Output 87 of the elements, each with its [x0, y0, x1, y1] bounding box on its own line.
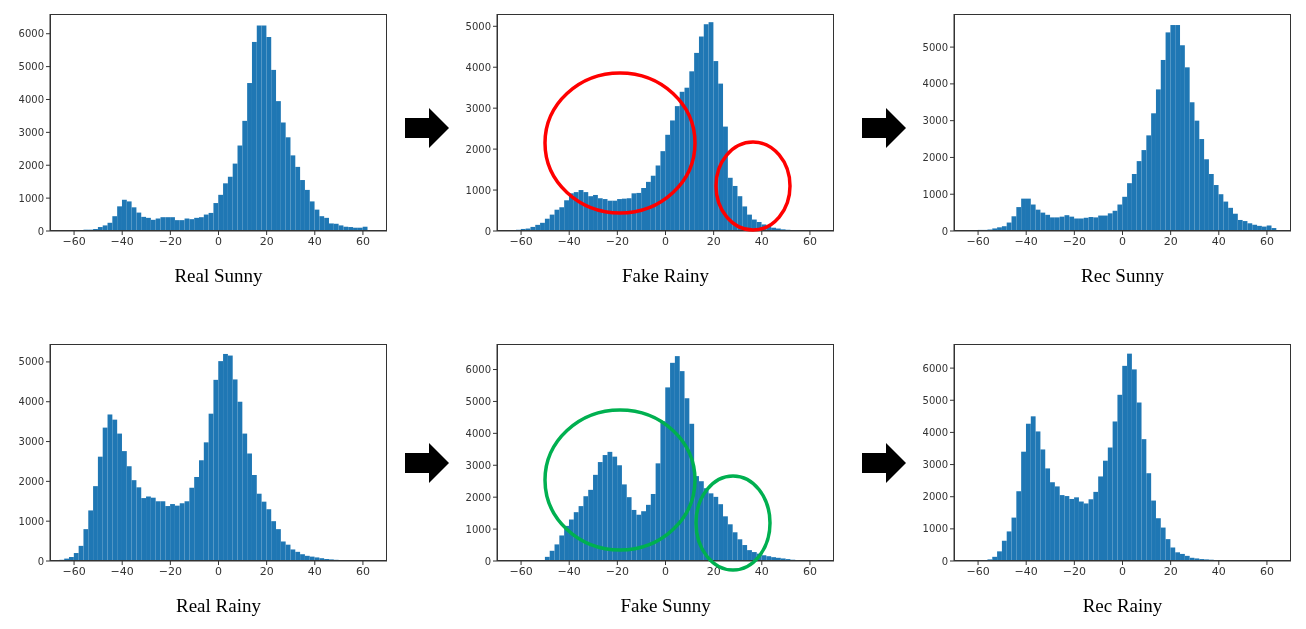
y-tick-label: 2000 — [922, 151, 948, 163]
x-tick-label: −60 — [966, 234, 990, 248]
x-tick-label: 20 — [706, 564, 721, 578]
x-axis-title: Fake Rainy — [620, 265, 711, 287]
x-tick-label: −20 — [158, 234, 182, 248]
x-tick-label: 60 — [802, 234, 817, 248]
y-tick-label: 5000 — [18, 356, 44, 368]
x-tick-label: 0 — [215, 564, 222, 578]
x-tick-label: 60 — [355, 234, 370, 248]
y-tick-label: 1000 — [922, 188, 948, 200]
x-tick-label: 20 — [259, 234, 274, 248]
y-tick-label: 4000 — [18, 396, 44, 408]
y-tick-label: 2000 — [922, 491, 948, 503]
x-tick-label: −20 — [1062, 234, 1086, 248]
x-tick-label: 0 — [662, 234, 669, 248]
y-tick-label: 5000 — [465, 395, 491, 407]
y-tick-label: 5000 — [465, 20, 491, 32]
x-tick-label: 60 — [355, 564, 370, 578]
y-tick-label: 3000 — [922, 459, 948, 471]
y-tick-label: 0 — [37, 555, 44, 567]
x-axis-title: Rec Rainy — [1081, 595, 1164, 617]
x-tick-label: 20 — [1163, 234, 1178, 248]
y-tick-label: 3000 — [465, 459, 491, 471]
x-tick-label: 0 — [215, 234, 222, 248]
y-tick-label: 4000 — [922, 426, 948, 438]
x-tick-label: −40 — [557, 234, 581, 248]
x-tick-label: 40 — [754, 234, 769, 248]
x-tick-label: 20 — [1163, 564, 1178, 578]
y-tick-label: 1000 — [18, 192, 44, 204]
x-tick-label: 20 — [259, 564, 274, 578]
x-tick-label: −60 — [62, 564, 86, 578]
y-tick-label: 4000 — [465, 61, 491, 73]
x-tick-label: −40 — [110, 234, 134, 248]
y-tick-label: 2000 — [18, 159, 44, 171]
x-axis-title: Real Sunny — [173, 265, 264, 287]
y-tick-label: 1000 — [18, 515, 44, 527]
x-tick-label: −60 — [509, 564, 533, 578]
x-tick-label: −20 — [1062, 564, 1086, 578]
x-tick-label: 40 — [1211, 564, 1226, 578]
y-tick-label: 4000 — [465, 427, 491, 439]
x-tick-label: −60 — [966, 564, 990, 578]
x-tick-label: 60 — [1259, 234, 1274, 248]
y-tick-label: 0 — [941, 225, 948, 237]
x-tick-label: 60 — [802, 564, 817, 578]
x-tick-label: 40 — [307, 234, 322, 248]
x-tick-label: −60 — [509, 234, 533, 248]
y-tick-label: 6000 — [18, 28, 44, 40]
y-tick-label: 1000 — [465, 523, 491, 535]
y-tick-label: 1000 — [922, 523, 948, 535]
y-tick-label: 3000 — [922, 115, 948, 127]
y-tick-label: 6000 — [465, 364, 491, 376]
x-tick-label: −20 — [605, 564, 629, 578]
x-tick-label: −40 — [557, 564, 581, 578]
y-tick-label: 0 — [37, 225, 44, 237]
y-tick-label: 5000 — [922, 394, 948, 406]
x-tick-label: 40 — [1211, 234, 1226, 248]
x-tick-label: −20 — [158, 564, 182, 578]
x-axis-title: Real Rainy — [175, 595, 262, 617]
y-tick-label: 3000 — [465, 102, 491, 114]
y-tick-label: 2000 — [465, 143, 491, 155]
x-tick-label: −40 — [110, 564, 134, 578]
y-tick-label: 4000 — [18, 94, 44, 106]
x-tick-label: 60 — [1259, 564, 1274, 578]
x-tick-label: −20 — [605, 234, 629, 248]
y-tick-label: 4000 — [922, 78, 948, 90]
y-tick-label: 6000 — [922, 362, 948, 374]
y-tick-label: 0 — [941, 555, 948, 567]
x-tick-label: 0 — [1119, 564, 1126, 578]
x-tick-label: −40 — [1014, 564, 1038, 578]
x-tick-label: 40 — [307, 564, 322, 578]
y-tick-label: 3000 — [18, 436, 44, 448]
y-tick-label: 2000 — [465, 491, 491, 503]
y-tick-label: 5000 — [18, 61, 44, 73]
x-tick-label: 0 — [662, 564, 669, 578]
x-axis-title: Fake Sunny — [619, 595, 712, 617]
x-tick-label: 20 — [706, 234, 721, 248]
y-tick-label: 2000 — [18, 475, 44, 487]
y-tick-label: 0 — [484, 225, 491, 237]
x-axis-title: Rec Sunny — [1080, 265, 1165, 287]
y-tick-label: 3000 — [18, 126, 44, 138]
x-tick-label: 0 — [1119, 234, 1126, 248]
x-tick-label: −40 — [1014, 234, 1038, 248]
x-tick-label: 40 — [754, 564, 769, 578]
y-tick-label: 5000 — [922, 41, 948, 53]
y-tick-label: 1000 — [465, 184, 491, 196]
y-tick-label: 0 — [484, 555, 491, 567]
x-tick-label: −60 — [62, 234, 86, 248]
